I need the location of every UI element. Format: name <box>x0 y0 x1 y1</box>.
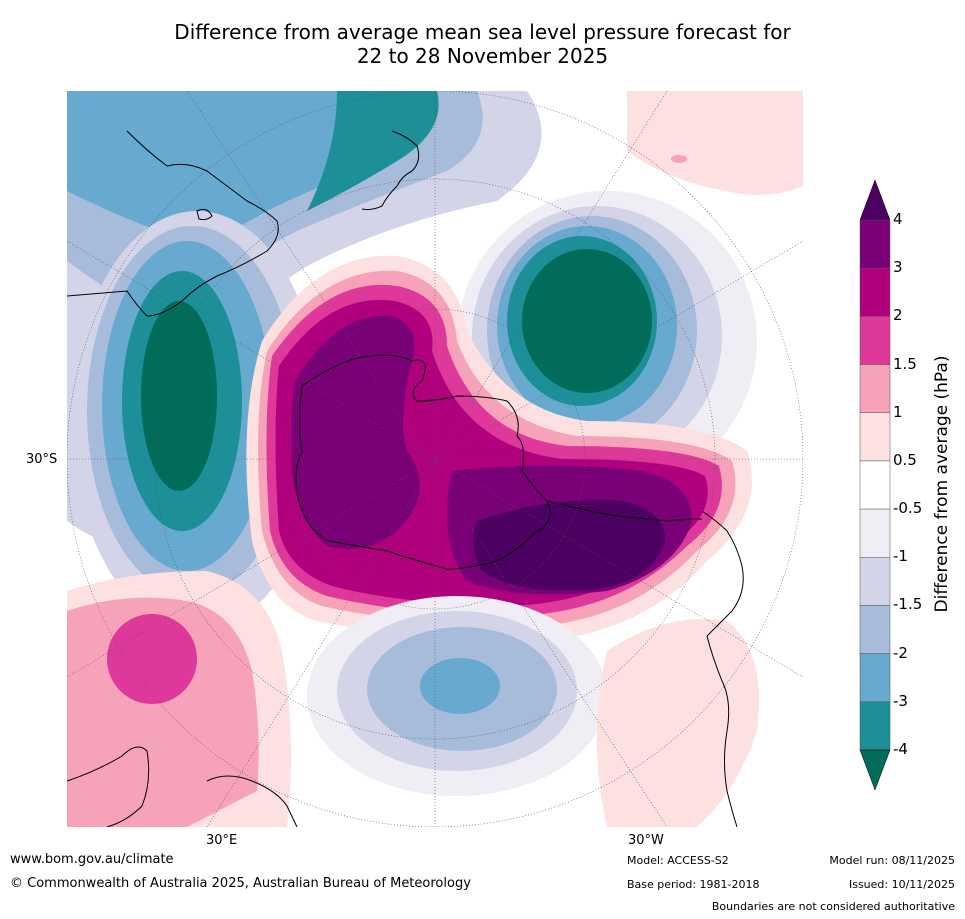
anomaly-region-east-neg4 <box>522 249 652 393</box>
coastlines <box>67 130 744 827</box>
australia-coast <box>67 130 279 317</box>
meridian-30e <box>186 91 668 827</box>
model-name: Model: ACCESS-S2 <box>627 854 729 867</box>
colorbar-segment <box>859 508 891 558</box>
title-line-2: 22 to 28 November 2025 <box>356 44 609 68</box>
graticule <box>67 91 803 827</box>
new-zealand-north-coast <box>391 130 420 187</box>
longitude-label-30w: 30°W <box>628 833 664 848</box>
model-run-date: Model run: 08/11/2025 <box>829 854 955 867</box>
madagascar-coast <box>206 775 298 827</box>
colorbar-segment <box>859 219 891 269</box>
colorbar-arrow-bottom <box>859 749 891 790</box>
website-link[interactable]: www.bom.gov.au/climate <box>10 852 174 867</box>
anomaly-region-high-3 <box>291 315 420 549</box>
south-america-coast <box>701 510 744 827</box>
map-panel[interactable] <box>67 91 803 827</box>
title-line-1: Difference from average mean sea level p… <box>174 20 791 44</box>
pressure-anomaly-map <box>67 91 803 827</box>
latitude-circle-1 <box>284 308 586 610</box>
colorbar-segment <box>859 653 891 703</box>
south-africa-coast <box>67 746 150 827</box>
antarctica-coast <box>295 354 551 570</box>
colorbar-tick-label: -3 <box>893 691 908 710</box>
latitude-label-30s: 30°S <box>26 452 58 467</box>
anomaly-region-ne-pos-small <box>671 155 687 163</box>
longitude-label-30e: 30°E <box>206 833 238 848</box>
meridian-30w <box>206 91 668 827</box>
colorbar-segment <box>859 701 891 751</box>
colorbar-segment <box>859 460 891 510</box>
antarctic-peninsula-coast <box>546 500 703 522</box>
tasmania-coast <box>196 208 213 221</box>
copyright-text: © Commonwealth of Australia 2025, Austra… <box>10 876 471 891</box>
base-period: Base period: 1981-2018 <box>627 878 760 891</box>
boundary-disclaimer: Boundaries are not considered authoritat… <box>711 900 955 913</box>
colorbar-segment <box>859 316 891 365</box>
colorbar-title: Difference from average (hPa) <box>932 355 952 613</box>
colorbar-segment <box>859 267 891 317</box>
colorbar-tick-label: -0.5 <box>893 499 923 518</box>
anomaly-region-high-4 <box>473 500 666 591</box>
colorbar-tick-label: -4 <box>893 740 908 758</box>
colorbar-tick-label: 1.5 <box>893 354 917 373</box>
anomaly-region-sw-15 <box>107 614 197 704</box>
anomaly-region-nz-neg4 <box>307 91 439 211</box>
colorbar-segment <box>859 412 891 462</box>
colorbar-tick-label: 1 <box>893 402 903 421</box>
colorbar-segment <box>859 605 891 654</box>
anomaly-region-west-neg4 <box>141 301 217 491</box>
anomaly-region-ne-pos <box>627 91 803 195</box>
colorbar-tick-label: 2 <box>893 306 903 325</box>
anomaly-region-south-neg2 <box>420 658 500 714</box>
colorbar <box>859 180 891 790</box>
colorbar-tick-label: 4 <box>893 210 903 228</box>
colorbar-tick-label: 0.5 <box>893 450 917 469</box>
colorbar-segment <box>859 557 891 606</box>
issued-date: Issued: 10/11/2025 <box>848 878 955 891</box>
colorbar-arrow-top <box>859 180 891 221</box>
colorbar-segment <box>859 364 891 413</box>
colorbar-tick-label: -1.5 <box>893 595 923 614</box>
colorbar-tick-label: -1 <box>893 547 908 566</box>
colorbar-tick-label: -2 <box>893 643 908 662</box>
new-zealand-south-coast <box>361 185 398 211</box>
page-title: Difference from average mean sea level p… <box>0 20 965 68</box>
colorbar-tick-label: 3 <box>893 258 903 277</box>
colorbar-segments <box>859 180 891 790</box>
